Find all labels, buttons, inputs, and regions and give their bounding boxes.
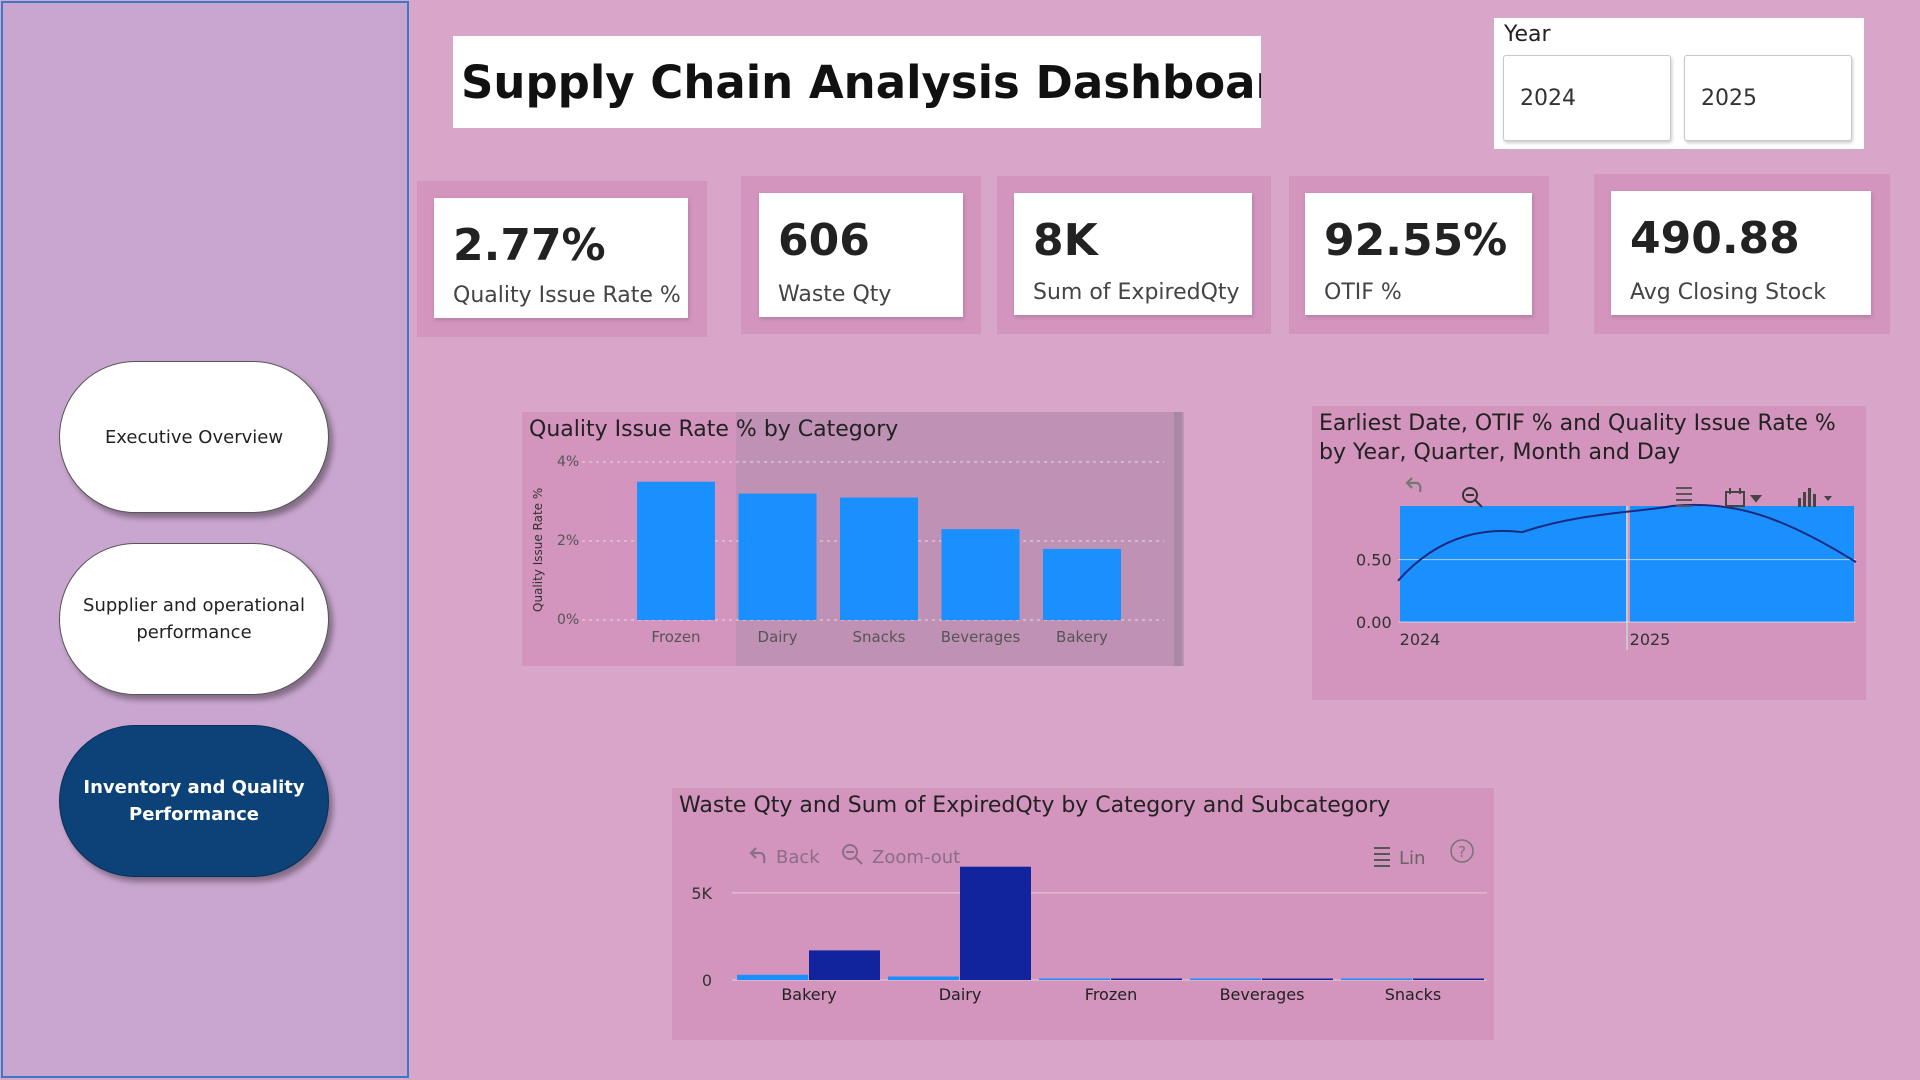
sidebar: Executive Overview Supplier and operatio… <box>1 1 409 1078</box>
chart1-ytick: 0% <box>557 612 579 628</box>
help-icon-label[interactable]: ? <box>1458 843 1466 861</box>
year-slicer-label: Year <box>1504 22 1551 47</box>
kpi-quality-issue-rate: 2.77% Quality Issue Rate % <box>434 198 688 318</box>
kpi-waste-qty: 606 Waste Qty <box>759 193 963 317</box>
chart1-scrollbar[interactable] <box>1174 412 1182 666</box>
chart3-bar-waste-qty[interactable] <box>1341 978 1412 981</box>
bar-chart-icon[interactable] <box>1798 488 1832 507</box>
calendar-hierarchy-icon[interactable] <box>1725 488 1763 507</box>
list-icon[interactable] <box>1374 847 1390 867</box>
nav-inventory-quality[interactable]: Inventory and Quality Performance <box>59 725 329 877</box>
kpi-expired-qty: 8K Sum of ExpiredQty <box>1014 193 1252 315</box>
kpi-value: 606 <box>778 215 870 266</box>
chart2-title-line2: by Year, Quarter, Month and Day <box>1319 439 1681 465</box>
kpi-value: 92.55% <box>1324 215 1508 266</box>
chart3-bar-expired-qty[interactable] <box>1262 978 1333 981</box>
kpi-label: OTIF % <box>1324 280 1402 305</box>
kpi-label: Sum of ExpiredQty <box>1033 280 1240 305</box>
kpi-avg-closing-stock: 490.88 Avg Closing Stock <box>1611 191 1871 315</box>
kpi-expired-qty-frame: 8K Sum of ExpiredQty <box>997 176 1271 334</box>
chart3-category-label: Beverages <box>1220 985 1305 1004</box>
chart1-ylabel: Quality Issue Rate % <box>531 488 545 612</box>
chart1-category-label: Dairy <box>758 628 798 646</box>
kpi-quality-issue-rate-frame: 2.77% Quality Issue Rate % <box>417 181 707 337</box>
chart1-title: Quality Issue Rate % by Category <box>529 417 899 442</box>
zoom-out-button-label[interactable]: Zoom-out <box>872 847 960 868</box>
year-slicer: Year 2024 2025 <box>1494 18 1864 149</box>
page-title: Supply Chain Analysis Dashboard <box>453 36 1261 128</box>
chart3-ytick: 0 <box>702 971 712 990</box>
chart3-category-label: Dairy <box>939 985 982 1004</box>
chart3-bar-waste-qty[interactable] <box>737 974 808 980</box>
quality-issue-by-category-visual[interactable]: 0% 2% 4% Frozen Dairy Snacks Beverages Bakery … <box>522 412 1184 666</box>
chart2-ytick: 0.00 <box>1356 613 1392 632</box>
chart1-bar[interactable] <box>637 481 715 620</box>
zoom-out-icon[interactable] <box>842 844 863 865</box>
chart2-bar[interactable] <box>1630 506 1854 622</box>
lines-button-label[interactable]: Lin <box>1399 848 1425 869</box>
chart3-category-label: Frozen <box>1085 985 1137 1004</box>
chart2-svg: 0.00 0.50 2024 2025 <box>1356 477 1857 650</box>
chart2-category-label: 2024 <box>1400 630 1441 649</box>
chart3-category-label: Snacks <box>1385 985 1442 1004</box>
chart1-category-label: Beverages <box>941 628 1021 646</box>
back-button-label[interactable]: Back <box>776 847 820 868</box>
list-icon[interactable] <box>1676 487 1692 507</box>
waste-expired-by-category-visual[interactable]: Waste Qty and Sum of ExpiredQty by Categ… <box>672 788 1494 1040</box>
chart1-bar[interactable] <box>840 497 918 620</box>
chart1-bar[interactable] <box>1043 548 1121 620</box>
chart2-title: Earliest Date, OTIF % and Quality Issue … <box>1319 410 1836 467</box>
chart3-svg: Back Zoom-out Lin ? 0 5K Bakery Dairy Froze… <box>691 839 1487 1004</box>
kpi-label: Waste Qty <box>778 282 892 307</box>
kpi-otif: 92.55% OTIF % <box>1305 193 1532 315</box>
otif-quality-by-date-visual[interactable]: Earliest Date, OTIF % and Quality Issue … <box>1312 406 1866 700</box>
chart1-category-label: Bakery <box>1056 628 1108 646</box>
chart3-bar-expired-qty[interactable] <box>1111 978 1182 981</box>
chart3-ytick: 5K <box>691 884 712 903</box>
chart1-ytick: 4% <box>557 454 579 470</box>
chart3-bar-expired-qty[interactable] <box>1413 978 1484 981</box>
zoom-out-icon[interactable] <box>1462 487 1483 508</box>
chart1-category-label: Frozen <box>651 628 700 646</box>
chart1-category-label: Snacks <box>853 628 906 646</box>
chart2-title-line1: Earliest Date, OTIF % and Quality Issue … <box>1319 411 1836 436</box>
chart2-trend-line <box>1397 503 1857 582</box>
kpi-value: 8K <box>1033 215 1098 266</box>
kpi-otif-frame: 92.55% OTIF % <box>1289 176 1549 334</box>
kpi-label: Avg Closing Stock <box>1630 280 1827 305</box>
chart3-bar-expired-qty[interactable] <box>809 950 880 980</box>
kpi-value: 490.88 <box>1630 213 1800 264</box>
nav-supplier-operational[interactable]: Supplier and operational performance <box>59 543 329 695</box>
year-option-2025[interactable]: 2025 <box>1684 55 1852 141</box>
chart1-ytick: 2% <box>557 533 579 549</box>
chart3-bar-waste-qty[interactable] <box>1190 978 1261 981</box>
chart3-title: Waste Qty and Sum of ExpiredQty by Categ… <box>679 793 1391 818</box>
chart1-bar[interactable] <box>941 529 1020 620</box>
back-icon[interactable] <box>749 847 766 864</box>
back-icon[interactable] <box>1405 477 1422 493</box>
chart3-bar-waste-qty[interactable] <box>1039 978 1110 981</box>
chart3-bar-expired-qty[interactable] <box>960 866 1031 980</box>
kpi-label: Quality Issue Rate % <box>453 283 681 308</box>
chart2-ytick: 0.50 <box>1356 551 1392 570</box>
kpi-avg-closing-stock-frame: 490.88 Avg Closing Stock <box>1594 174 1890 334</box>
chart2-bar[interactable] <box>1400 506 1626 622</box>
year-option-2024[interactable]: 2024 <box>1503 55 1671 141</box>
chart3-bar-waste-qty[interactable] <box>888 976 959 980</box>
chart3-category-label: Bakery <box>781 985 836 1004</box>
kpi-value: 2.77% <box>453 220 606 271</box>
chart1-bar[interactable] <box>738 493 817 620</box>
help-icon[interactable] <box>1450 839 1474 863</box>
chart1-svg: 0%2%4% Frozen Dairy Snacks Beverages Bakery … <box>531 412 1184 666</box>
nav-executive-overview[interactable]: Executive Overview <box>59 361 329 513</box>
kpi-waste-qty-frame: 606 Waste Qty <box>741 176 981 334</box>
chart2-category-label: 2025 <box>1630 630 1671 649</box>
